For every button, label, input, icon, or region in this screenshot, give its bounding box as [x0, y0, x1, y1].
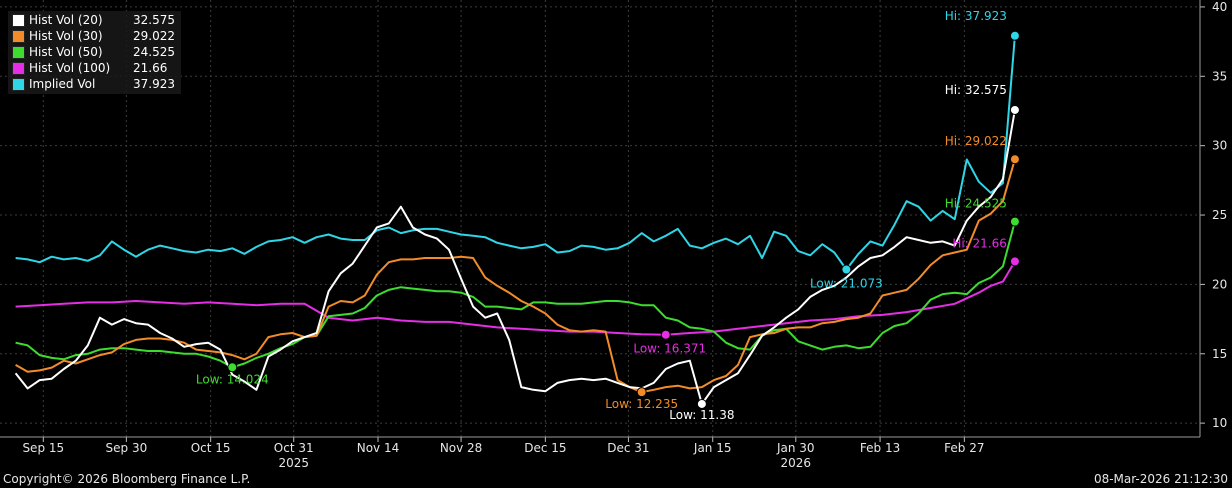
legend-series-value: 32.575: [133, 13, 175, 27]
extreme-marker: [841, 264, 852, 275]
extreme-marker: [1009, 154, 1020, 165]
series-line-hist-vol-100: [15, 260, 1016, 336]
extreme-label: Low: 21.073: [810, 277, 883, 291]
y-tick-label: 40: [1212, 0, 1227, 14]
extreme-marker: [696, 398, 707, 409]
x-tick-label: Dec 15: [524, 441, 566, 455]
x-tick-label: Sep 15: [22, 441, 64, 455]
x-tick-label: Feb 27: [944, 441, 984, 455]
legend-swatch: [12, 77, 25, 91]
x-tick-label: Jan 15: [693, 441, 732, 455]
legend-series-name: Hist Vol (20): [29, 13, 103, 27]
x-tick-label: Jan 30: [776, 441, 815, 455]
legend-entry[interactable]: Hist Vol (50) 24.525: [12, 44, 175, 60]
extreme-label: Hi: 29.022: [945, 134, 1007, 148]
extreme-marker: [660, 329, 671, 340]
chart-legend: Hist Vol (20) 32.575 Hist Vol (30) 29.02…: [8, 11, 181, 94]
legend-swatch: [12, 45, 25, 59]
y-tick-label: 10: [1212, 416, 1227, 430]
copyright-text: Copyright© 2026 Bloomberg Finance L.P.: [3, 472, 251, 486]
legend-series-value: 24.525: [133, 45, 175, 59]
legend-entry[interactable]: Hist Vol (30) 29.022: [12, 28, 175, 44]
legend-series-value: 37.923: [133, 77, 175, 91]
legend-series-name: Hist Vol (30): [29, 29, 103, 43]
extreme-marker: [1009, 104, 1020, 115]
legend-series-name: Hist Vol (50): [29, 45, 103, 59]
legend-swatch: [12, 29, 25, 43]
x-tick-label: Nov 28: [440, 441, 483, 455]
extreme-label: Hi: 24.525: [945, 197, 1007, 211]
extreme-marker: [636, 387, 647, 398]
legend-series-value: 21.66: [133, 61, 168, 75]
extreme-marker: [1009, 256, 1020, 267]
legend-series-name: Implied Vol: [29, 77, 96, 91]
x-year-label: 2025: [278, 456, 309, 470]
legend-swatch: [12, 61, 25, 75]
legend-entry[interactable]: Hist Vol (20) 32.575: [12, 12, 175, 28]
extreme-label: Low: 16.371: [633, 342, 706, 356]
extreme-label: Low: 11.38: [669, 408, 734, 422]
legend-swatch: [12, 13, 25, 27]
extreme-label: Low: 12.235: [605, 397, 678, 411]
y-tick-label: 15: [1212, 347, 1227, 361]
series-line-hist-vol-20: [14, 109, 1016, 405]
x-year-label: 2026: [781, 456, 812, 470]
timestamp-text: 08-Mar-2026 21:12:30: [1093, 472, 1228, 486]
extreme-marker: [1009, 30, 1020, 41]
extreme-label: Hi: 32.575: [945, 83, 1007, 97]
x-tick-label: Dec 31: [607, 441, 649, 455]
series-line-hist-vol-50: [15, 221, 1016, 369]
x-tick-label: Feb 13: [860, 441, 900, 455]
legend-series-name: Hist Vol (100): [29, 61, 111, 75]
x-tick-label: Oct 31: [274, 441, 314, 455]
x-tick-label: Nov 14: [357, 441, 400, 455]
extreme-marker: [1009, 216, 1020, 227]
legend-entry[interactable]: Hist Vol (100) 21.66: [12, 60, 175, 76]
legend-series-value: 29.022: [133, 29, 175, 43]
extreme-marker: [227, 362, 238, 373]
x-tick-label: Sep 30: [106, 441, 148, 455]
extreme-label: Hi: 21.66: [952, 236, 1007, 250]
y-tick-label: 25: [1212, 208, 1227, 222]
x-tick-label: Oct 15: [191, 441, 231, 455]
legend-entry[interactable]: Implied Vol 37.923: [12, 76, 175, 92]
y-tick-label: 30: [1212, 139, 1227, 153]
extreme-label: Low: 14.024: [196, 372, 269, 386]
series-line-hist-vol-30: [15, 158, 1016, 394]
y-tick-label: 20: [1212, 277, 1227, 291]
chart-annotations: Hi: 37.923 Hi: 32.575 Hi: 29.022 Hi: 24.525…: [196, 9, 1020, 422]
y-tick-label: 35: [1212, 69, 1227, 83]
extreme-label: Hi: 37.923: [945, 9, 1007, 23]
